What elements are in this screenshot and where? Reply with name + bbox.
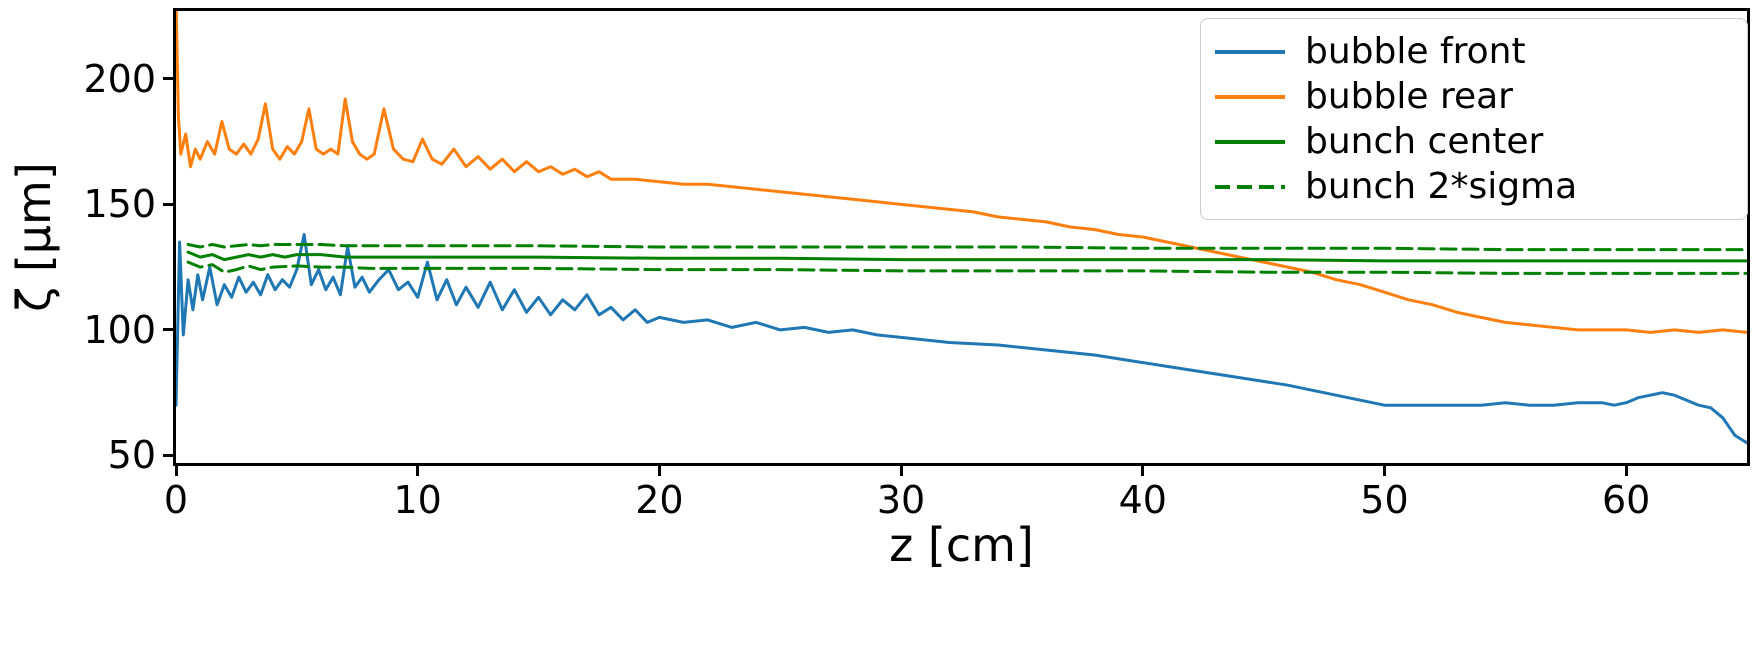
plot-canvas [176, 11, 1747, 445]
legend-label: bubble front [1305, 31, 1526, 72]
y-tick-label: 200 [83, 56, 156, 101]
series-line-bunch-2-sigma-upper [186, 243, 1747, 252]
legend-item-bunch-center: bunch center [1215, 119, 1733, 164]
x-tick-label: 0 [163, 478, 189, 522]
series-line-bunch-center [186, 250, 1747, 263]
x-tick-label: 40 [1118, 478, 1167, 522]
legend-line-sample [1215, 139, 1285, 144]
legend-item-bubble-front: bubble front [1215, 29, 1733, 74]
legend-line-sample [1215, 184, 1285, 189]
x-tick-mark [1141, 466, 1145, 476]
x-tick-mark [899, 466, 903, 476]
x-tick-mark [657, 466, 661, 476]
legend-label: bunch 2*sigma [1305, 166, 1578, 207]
legend-line-sample [1215, 94, 1285, 99]
legend: bubble front bubble rear bunch center bunch… [1200, 18, 1748, 220]
y-tick-mark [163, 202, 173, 206]
y-tick-label: 100 [83, 307, 156, 352]
x-tick-label: 50 [1360, 478, 1409, 522]
series-line-bubble-rear [176, 11, 1747, 334]
legend-label: bunch center [1305, 121, 1544, 162]
x-tick-label: 30 [876, 478, 926, 522]
legend-line-sample [1215, 49, 1285, 54]
legend-item-bunch-2-sigma: bunch 2*sigma [1215, 164, 1733, 209]
series-line-bunch-2-sigma-lower [186, 260, 1747, 275]
y-tick-mark [163, 328, 173, 332]
x-tick-label: 60 [1601, 478, 1651, 522]
x-tick-label: 10 [393, 478, 442, 522]
y-tick-label: 150 [83, 182, 156, 227]
legend-label: bubble rear [1305, 76, 1513, 117]
series-line-bubble-front [176, 233, 1747, 445]
y-tick-mark [163, 77, 173, 81]
x-tick-mark [1624, 466, 1628, 476]
x-tick-mark [416, 466, 420, 476]
y-tick-mark [163, 453, 173, 457]
legend-item-bubble-rear: bubble rear [1215, 74, 1733, 119]
y-tick-label: 50 [107, 433, 156, 478]
x-tick-mark [174, 466, 178, 476]
x-tick-label: 20 [635, 478, 684, 522]
x-tick-mark [1382, 466, 1386, 476]
x-axis-label: z [cm] [889, 518, 1034, 572]
